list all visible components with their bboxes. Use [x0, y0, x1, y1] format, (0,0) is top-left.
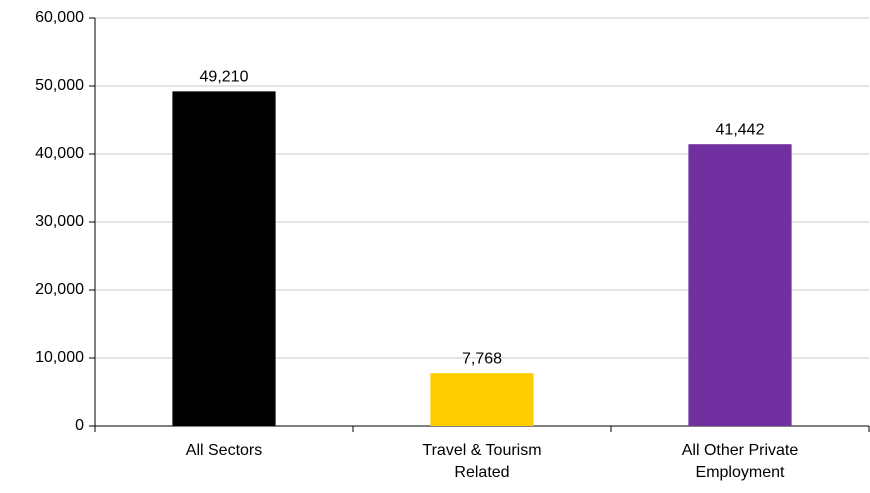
- y-tick-label: 10,000: [35, 349, 84, 366]
- bar: [430, 373, 534, 426]
- y-tick-label: 30,000: [35, 213, 84, 230]
- y-tick-label: 40,000: [35, 145, 84, 162]
- x-tick-label: All Other Private Employment: [681, 442, 799, 481]
- x-tick-label: Travel & Tourism Related: [422, 442, 542, 481]
- y-tick-label: 60,000: [35, 9, 84, 26]
- y-tick-label: 20,000: [35, 281, 84, 298]
- y-tick-label: 0: [75, 417, 84, 434]
- value-label: 41,442: [716, 121, 765, 138]
- y-tick-label: 50,000: [35, 77, 84, 94]
- x-tick-label: All Sectors: [185, 442, 263, 459]
- value-label: 7,768: [462, 350, 502, 367]
- bar: [172, 91, 276, 426]
- bar: [688, 144, 792, 426]
- value-label: 49,210: [200, 69, 249, 86]
